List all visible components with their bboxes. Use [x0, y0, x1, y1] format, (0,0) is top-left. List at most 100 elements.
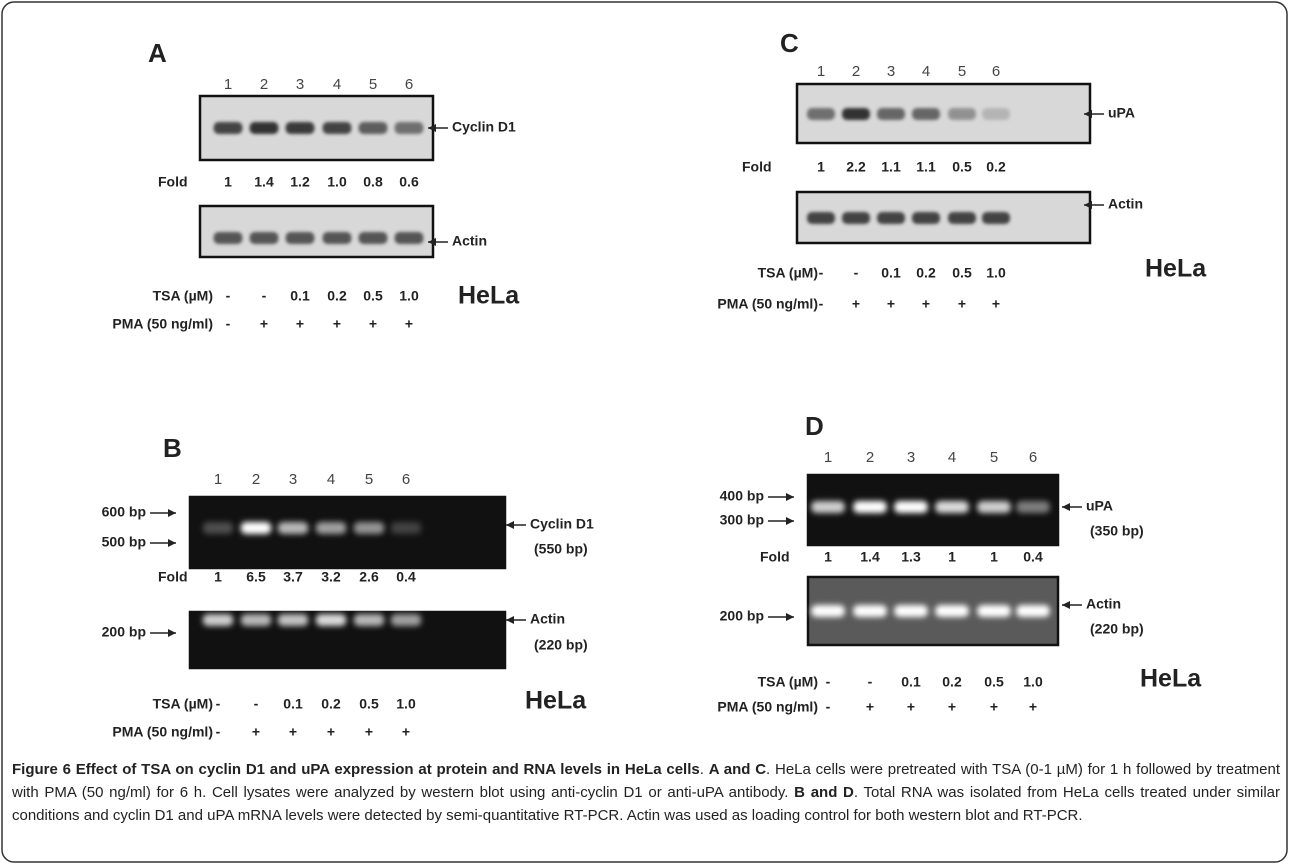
fold-label: Fold — [742, 159, 772, 175]
cell-line: HeLa — [525, 687, 587, 715]
gel — [188, 495, 507, 570]
cell-line: HeLa — [1140, 665, 1202, 693]
band-name: Actin — [1108, 196, 1143, 212]
arrow-head — [1084, 201, 1092, 209]
treatment-value: + — [369, 316, 377, 332]
band — [853, 605, 887, 617]
band — [249, 232, 279, 244]
treatment-value: + — [990, 699, 998, 715]
treatment-value: + — [866, 699, 874, 715]
band — [240, 614, 272, 626]
treatment-value: 1.0 — [986, 265, 1006, 281]
band — [322, 232, 352, 244]
lane-number: 6 — [405, 76, 413, 93]
fold-value: 1.1 — [916, 159, 936, 175]
band-name: Cyclin D1 — [452, 119, 516, 135]
fold-label: Fold — [158, 174, 188, 190]
fold-value: 0.4 — [1023, 549, 1043, 565]
band-name: Cyclin D1 — [530, 516, 594, 532]
treatment-value: + — [405, 316, 413, 332]
treatment-value: 0.1 — [881, 265, 901, 281]
treatment-value: + — [402, 724, 410, 740]
fold-value: 0.8 — [363, 174, 383, 190]
fold-value: 1 — [817, 159, 825, 175]
band — [322, 122, 352, 134]
treatment-value: 0.2 — [327, 288, 347, 304]
treatment-value: - — [854, 265, 859, 281]
fold-label: Fold — [158, 569, 188, 585]
size-marker: 200 bp — [102, 624, 146, 640]
arrow-head — [1084, 110, 1092, 118]
treatment-value: - — [826, 674, 831, 690]
band-name: Actin — [452, 233, 487, 249]
band — [394, 122, 424, 134]
treatment-value: 0.5 — [952, 265, 972, 281]
fold-value: 6.5 — [246, 569, 266, 585]
treatment-value: + — [365, 724, 373, 740]
fold-value: 1.1 — [881, 159, 901, 175]
size-marker: 200 bp — [720, 608, 764, 624]
band-name: uPA — [1108, 105, 1135, 121]
lane-number: 5 — [990, 449, 998, 466]
band — [894, 501, 928, 513]
band — [240, 522, 272, 534]
band — [390, 522, 422, 534]
treatment-value: 0.2 — [916, 265, 936, 281]
treatment-value: + — [958, 296, 966, 312]
arrow-head — [506, 616, 514, 624]
treatment-value: 0.1 — [290, 288, 310, 304]
band-name: Actin — [530, 611, 565, 627]
treatment-value: 1.0 — [1023, 674, 1043, 690]
treatment-value: 0.5 — [984, 674, 1004, 690]
band — [1016, 501, 1050, 513]
fold-value: 3.7 — [283, 569, 303, 585]
size-marker: 600 bp — [102, 504, 146, 520]
band — [977, 605, 1011, 617]
arrow-head — [506, 521, 514, 529]
fold-value: 1 — [948, 549, 956, 565]
band — [315, 614, 347, 626]
band-name: uPA — [1086, 498, 1113, 514]
band — [390, 614, 422, 626]
size-marker: 400 bp — [720, 488, 764, 504]
fold-value: 1.4 — [254, 174, 274, 190]
band-name: Actin — [1086, 596, 1121, 612]
lane-number: 2 — [852, 63, 860, 80]
treatment-value: + — [260, 316, 268, 332]
treatment-value: 0.1 — [283, 696, 303, 712]
lane-number: 5 — [365, 471, 373, 488]
fold-value: 3.2 — [321, 569, 341, 585]
treatment-value: + — [852, 296, 860, 312]
caption-heading: A and C — [708, 761, 767, 778]
band — [277, 614, 309, 626]
caption-text: . HeLa cells were pretreated with TSA (0… — [12, 761, 1280, 801]
blot — [198, 204, 435, 259]
lane-number: 3 — [907, 449, 915, 466]
arrow-head — [168, 539, 176, 547]
lane-number: 4 — [327, 471, 335, 488]
arrow-head — [428, 238, 436, 246]
treatment-value: + — [907, 699, 915, 715]
treatment-value: 0.2 — [942, 674, 962, 690]
band — [353, 614, 385, 626]
fold-value: 1.0 — [327, 174, 347, 190]
arrow-head — [786, 493, 794, 501]
gel — [188, 610, 507, 670]
band — [982, 108, 1010, 120]
treatment-label: PMA (50 ng/ml) — [717, 699, 818, 715]
lane-number: 3 — [289, 471, 297, 488]
fold-value: 1.2 — [290, 174, 310, 190]
treatment-value: - — [216, 696, 221, 712]
panel-label: C — [780, 28, 799, 58]
treatment-value: 0.5 — [359, 696, 379, 712]
band-name: (220 bp) — [1090, 621, 1144, 637]
treatment-label: TSA (µM) — [758, 674, 818, 690]
fold-value: 2.2 — [846, 159, 866, 175]
band — [807, 212, 835, 224]
band — [213, 232, 243, 244]
band — [842, 212, 870, 224]
lane-number: 1 — [214, 471, 222, 488]
treatment-value: - — [262, 288, 267, 304]
treatment-value: 1.0 — [396, 696, 416, 712]
